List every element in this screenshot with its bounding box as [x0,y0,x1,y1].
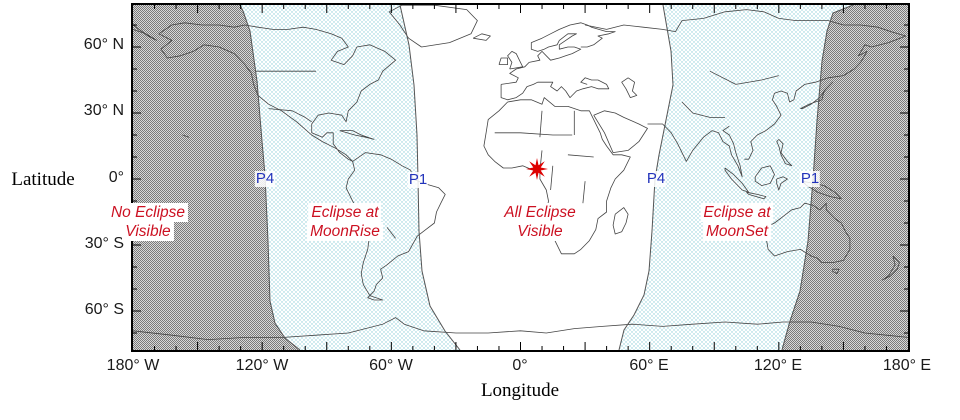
region-label-moonrise: Eclipse at MoonRise [307,203,383,241]
map-plot-area [131,3,910,352]
contact-label-p4-west: P4 [254,170,276,187]
x-tick-label-180e: 180° E [882,357,932,374]
y-tick-label-60s: 60° S [84,301,124,318]
y-tick-label-30n: 30° N [83,102,124,119]
region-label-moonset: Eclipse at MoonSet [700,203,774,241]
y-axis-title: Latitude [11,169,75,190]
x-tick-label-180w: 180° W [106,357,160,374]
x-tick-label-60w: 60° W [369,357,413,374]
region-label-all-visible: All Eclipse Visible [501,203,579,241]
y-tick-label-30s: 30° S [84,235,124,252]
contact-label-p1-west: P1 [407,171,429,188]
contact-label-p4-east: P4 [645,170,667,187]
x-tick-label-0: 0° [512,357,528,374]
world-map-canvas [133,5,908,350]
region-label-no-eclipse: No Eclipse Visible [107,203,189,241]
x-axis-title: Longitude [480,380,560,401]
x-tick-label-120e: 120° E [753,357,803,374]
x-tick-label-120w: 120° W [235,357,289,374]
contact-label-p1-east: P1 [799,170,821,187]
greatest-eclipse-star-icon [526,158,548,180]
y-tick-label-60n: 60° N [83,36,124,53]
y-tick-label-0: 0° [108,169,124,186]
x-tick-label-60e: 60° E [629,357,669,374]
